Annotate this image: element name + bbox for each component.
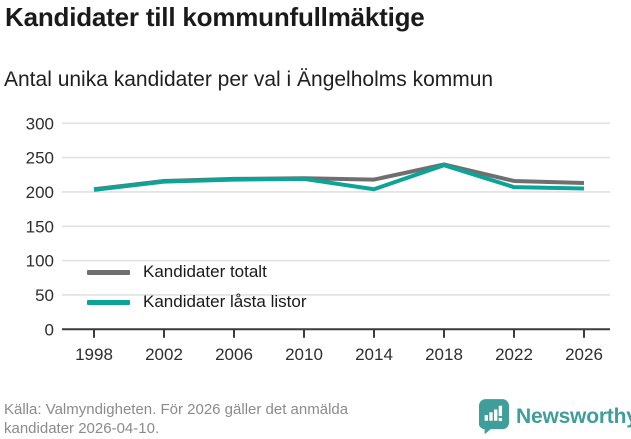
y-axis-label: 0 (45, 320, 54, 339)
y-axis-label: 100 (26, 252, 54, 271)
x-axis-label: 1998 (75, 345, 113, 364)
y-axis-label: 50 (35, 286, 54, 305)
source-text: Källa: Valmyndigheten. För 2026 gäller d… (4, 400, 348, 438)
legend-label-total: Kandidater totalt (143, 262, 267, 281)
x-axis-label: 2006 (215, 345, 253, 364)
chart-bubble-icon (479, 399, 509, 434)
series-line-locked (93, 163, 585, 192)
x-axis-label: 2018 (425, 345, 463, 364)
legend-label-locked: Kandidater låsta listor (143, 292, 307, 311)
x-axis-label: 2002 (145, 345, 183, 364)
source-line-2: kandidater 2026-04-10. (4, 420, 160, 437)
x-axis-label: 2010 (285, 345, 323, 364)
newsworthy-logo: Newsworthy (479, 399, 631, 434)
legend-item-total: Kandidater totalt (87, 258, 306, 286)
x-axis-label: 2014 (355, 345, 393, 364)
page-subtitle: Antal unika kandidater per val i Ängelho… (4, 68, 494, 91)
page-title: Kandidater till kommunfullmäktige (5, 2, 425, 32)
y-axis-label: 300 (26, 114, 54, 133)
legend-item-locked: Kandidater låsta listor (87, 288, 306, 316)
y-axis-label: 150 (26, 217, 54, 236)
y-axis-label: 250 (26, 149, 54, 168)
legend-swatch-total (87, 269, 130, 275)
legend-swatch-locked (87, 299, 130, 305)
x-axis-label: 2022 (495, 345, 533, 364)
x-axis-label: 2026 (565, 345, 603, 364)
y-axis-label: 200 (26, 183, 54, 202)
source-line-1: Källa: Valmyndigheten. För 2026 gäller d… (4, 401, 349, 418)
legend: Kandidater totalt Kandidater låsta listo… (87, 258, 306, 316)
brand-name: Newsworthy (516, 404, 631, 428)
